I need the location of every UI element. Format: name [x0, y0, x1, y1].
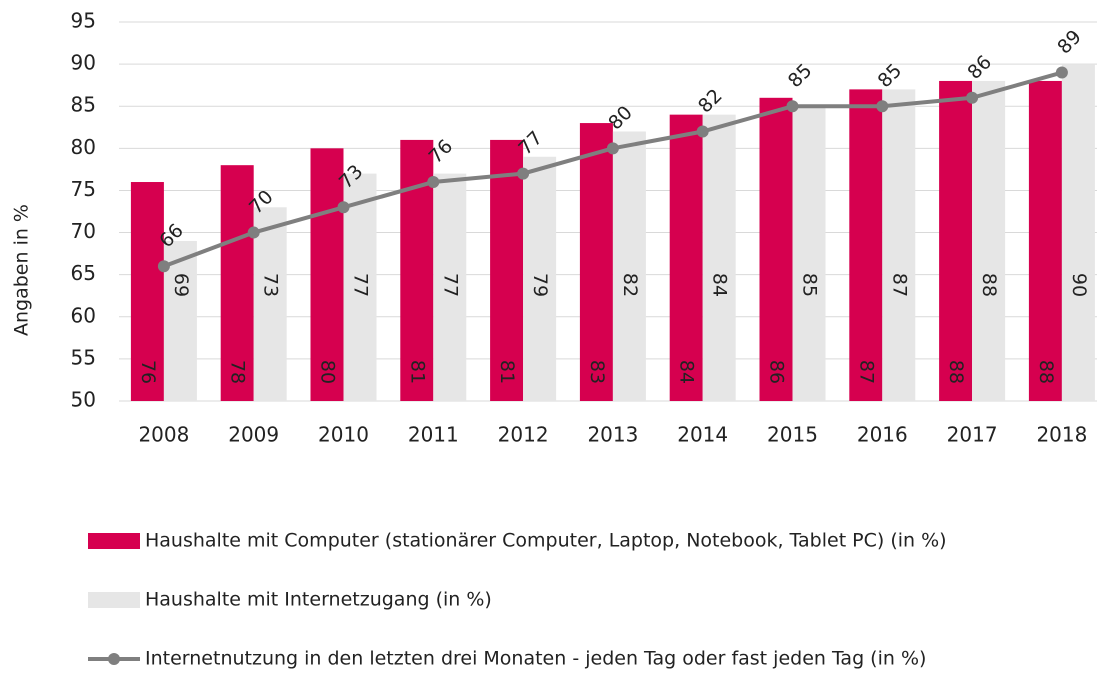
- bar: [882, 89, 916, 401]
- x-tick-label: 2010: [318, 423, 369, 447]
- data-label: 88: [945, 360, 967, 384]
- line-marker: [606, 142, 619, 155]
- x-tick-label: 2014: [677, 423, 728, 447]
- y-tick-label: 85: [71, 93, 96, 117]
- legend-label: Haushalte mit Computer (stationärer Comp…: [145, 530, 947, 552]
- line-marker: [337, 201, 350, 214]
- y-tick-label: 50: [71, 388, 96, 412]
- x-tick-label: 2011: [408, 423, 459, 447]
- data-label: 77: [439, 273, 461, 297]
- data-label: 80: [317, 360, 339, 384]
- bar: [612, 131, 646, 401]
- bar: [523, 156, 557, 401]
- x-tick-label: 2009: [228, 423, 279, 447]
- data-label: 86: [963, 51, 996, 84]
- bar: [130, 182, 164, 401]
- data-label: 89: [1053, 26, 1086, 59]
- legend-label: Internetnutzung in den letzten drei Mona…: [145, 648, 926, 670]
- bar: [1061, 64, 1095, 401]
- data-label: 81: [496, 360, 518, 384]
- legend-label: Haushalte mit Internetzugang (in %): [145, 589, 492, 611]
- y-axis-label: Angaben in %: [11, 204, 33, 336]
- y-tick-label: 70: [71, 219, 96, 243]
- data-label: 78: [227, 360, 249, 384]
- bar: [702, 114, 736, 402]
- data-label: 84: [676, 360, 698, 384]
- line-marker: [696, 125, 709, 138]
- x-tick-label: 2018: [1036, 423, 1087, 447]
- y-tick-label: 65: [71, 261, 96, 285]
- y-tick-label: 60: [71, 303, 96, 327]
- bar: [220, 165, 254, 401]
- y-tick-label: 80: [71, 135, 96, 159]
- bar: [253, 207, 287, 401]
- data-label: 87: [855, 360, 877, 384]
- line-marker: [966, 91, 979, 104]
- data-label: 83: [586, 360, 608, 384]
- bar: [792, 106, 826, 401]
- bar: [972, 80, 1006, 401]
- data-label: 85: [799, 273, 821, 297]
- legend-swatch: [108, 653, 120, 665]
- data-label: 87: [888, 273, 910, 297]
- legend-swatch: [88, 592, 140, 608]
- data-label: 82: [619, 273, 641, 297]
- x-tick-label: 2017: [947, 423, 998, 447]
- line-marker: [157, 260, 170, 273]
- y-tick-label: 75: [71, 177, 96, 201]
- data-label: 81: [406, 360, 428, 384]
- bar: [1028, 80, 1062, 401]
- legend-swatch: [88, 533, 140, 549]
- bar: [310, 148, 344, 401]
- line-marker: [1055, 66, 1068, 79]
- line-marker: [876, 100, 889, 113]
- data-label: 86: [766, 360, 788, 384]
- data-label: 77: [350, 273, 372, 297]
- x-tick-label: 2015: [767, 423, 818, 447]
- data-label: 82: [694, 85, 727, 118]
- data-label: 88: [978, 273, 1000, 297]
- bar: [579, 123, 613, 402]
- line-marker: [427, 176, 440, 189]
- x-tick-label: 2012: [498, 423, 549, 447]
- bar: [849, 89, 883, 401]
- bar: [490, 139, 524, 401]
- x-tick-label: 2016: [857, 423, 908, 447]
- data-label: 90: [1068, 273, 1090, 297]
- y-tick-label: 90: [71, 51, 96, 75]
- bar: [433, 173, 467, 401]
- y-tick-label: 95: [71, 9, 96, 33]
- bar: [669, 114, 703, 402]
- line-marker: [517, 167, 530, 180]
- data-label: 73: [260, 273, 282, 297]
- x-tick-label: 2013: [587, 423, 638, 447]
- line-marker: [247, 226, 260, 239]
- bar: [939, 80, 973, 401]
- x-tick-label: 2008: [138, 423, 189, 447]
- data-label: 69: [170, 273, 192, 297]
- y-tick-label: 55: [71, 345, 96, 369]
- bar: [343, 173, 377, 401]
- data-label: 79: [529, 273, 551, 297]
- bar: [759, 97, 793, 402]
- data-label: 88: [1035, 360, 1057, 384]
- line-marker: [786, 100, 799, 113]
- data-label: 76: [137, 360, 159, 384]
- data-label: 84: [709, 273, 731, 297]
